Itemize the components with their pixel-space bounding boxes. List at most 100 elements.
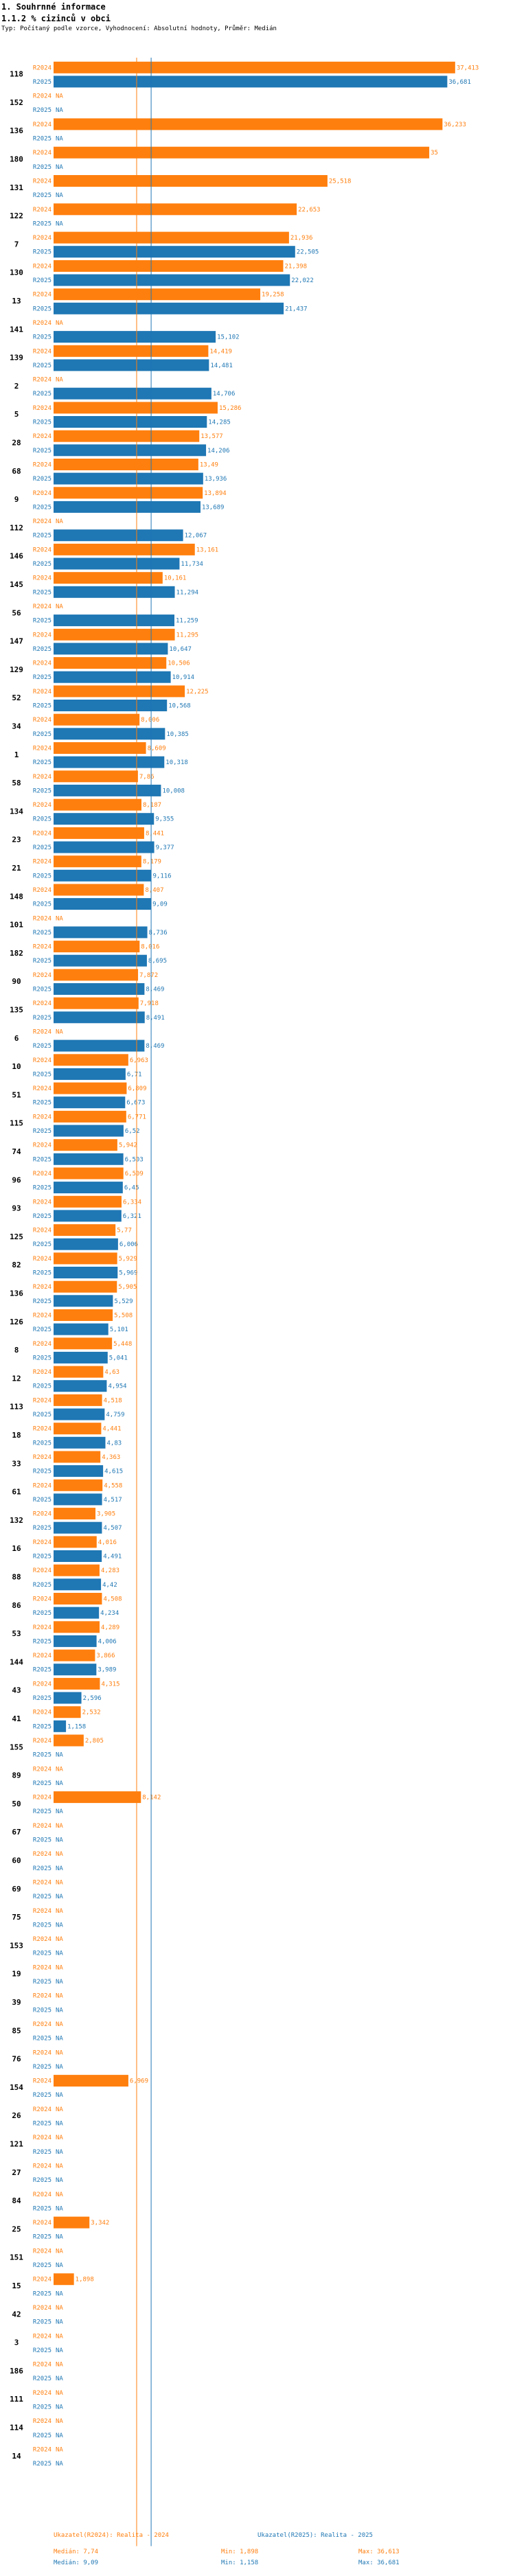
series-tag: R2025 — [33, 2092, 52, 2099]
bar — [54, 1493, 102, 1506]
bar-value-label: NA — [56, 2347, 63, 2354]
series-tag: R2024 — [33, 859, 52, 866]
section-title: 1. Souhrnné informace — [1, 2, 106, 12]
bar — [54, 1423, 102, 1435]
bar — [54, 331, 216, 343]
category-label: 89 — [12, 1771, 21, 1780]
category-label: 34 — [12, 722, 21, 731]
bar — [54, 586, 175, 598]
bar — [54, 572, 163, 584]
bar-value-label: 5,929 — [119, 1256, 137, 1263]
bar-value-label: 11,294 — [176, 589, 199, 596]
category-label: 7 — [14, 240, 19, 249]
series-tag: R2024 — [33, 802, 52, 809]
category-label: 6 — [14, 1034, 19, 1043]
bar-value-label: NA — [56, 2049, 63, 2056]
bar — [54, 1351, 108, 1364]
bar — [54, 359, 209, 371]
bar — [54, 529, 183, 542]
category-label: 180 — [10, 155, 23, 164]
series-tag: R2025 — [33, 1808, 52, 1815]
series-tag: R2025 — [33, 2404, 52, 2411]
category-label: 28 — [12, 439, 21, 448]
category-label: 147 — [10, 637, 23, 646]
bar-value-label: 5,969 — [119, 1270, 137, 1277]
bar — [54, 416, 207, 428]
bar — [54, 1110, 126, 1123]
bar — [54, 444, 207, 457]
bar-value-label: 4,441 — [102, 1426, 121, 1433]
bar-value-label: NA — [56, 1936, 63, 1943]
bar-value-label: NA — [56, 2163, 63, 2170]
series-tag: R2024 — [33, 972, 52, 979]
series-tag: R2024 — [33, 1964, 52, 1971]
bar-value-label: 21,437 — [285, 306, 308, 312]
bar-value-label: 5,529 — [114, 1298, 133, 1305]
bar — [54, 1664, 97, 1676]
bar — [54, 657, 167, 669]
series-tag: R2024 — [33, 2049, 52, 2056]
category-label: 182 — [10, 949, 23, 958]
bar — [54, 1706, 81, 1718]
series-tag: R2025 — [33, 220, 52, 227]
series-tag: R2024 — [33, 122, 52, 128]
category-label: 12 — [12, 1374, 21, 1383]
series-tag: R2025 — [33, 2205, 52, 2212]
series-tag: R2025 — [33, 476, 52, 483]
series-tag: R2025 — [33, 674, 52, 681]
bar-value-label: 9,09 — [152, 901, 168, 908]
bar-value-label: 8,491 — [146, 1015, 165, 1022]
bar-value-label: 12,225 — [186, 689, 209, 695]
category-label: 131 — [10, 183, 23, 192]
series-tag: R2024 — [33, 1341, 52, 1348]
series-tag: R2025 — [33, 589, 52, 596]
bar-value-label: NA — [56, 2234, 63, 2241]
series-tag: R2025 — [33, 1894, 52, 1900]
bar — [54, 1139, 117, 1151]
category-label: 96 — [12, 1175, 21, 1184]
series-tag: R2025 — [33, 1667, 52, 1674]
series-tag: R2025 — [33, 731, 52, 738]
series-tag: R2024 — [33, 1851, 52, 1858]
bar — [54, 1323, 108, 1335]
bar-value-label: NA — [56, 1837, 63, 1844]
category-label: 43 — [12, 1686, 21, 1695]
bar — [54, 1593, 102, 1605]
bar — [54, 1054, 128, 1066]
bar — [54, 1366, 104, 1378]
bar — [54, 1394, 102, 1406]
bar-value-label: NA — [56, 2362, 63, 2369]
bar — [54, 2273, 74, 2286]
bar-value-label: 8,609 — [148, 746, 166, 752]
series-tag: R2025 — [33, 1043, 52, 1050]
bar-value-label: 13,894 — [204, 490, 227, 497]
series-tag: R2025 — [33, 1440, 52, 1447]
series-tag: R2024 — [33, 1426, 52, 1433]
bar — [54, 742, 146, 754]
category-label: 42 — [12, 2310, 21, 2319]
bar — [54, 175, 328, 187]
bar-value-label: 13,577 — [201, 433, 223, 440]
bar-value-label: NA — [56, 2376, 63, 2382]
category-label: 136 — [10, 1289, 23, 1298]
bar-value-label: NA — [56, 2433, 63, 2439]
series-tag: R2025 — [33, 1326, 52, 1333]
series-tag: R2024 — [33, 320, 52, 327]
series-tag: R2024 — [33, 915, 52, 922]
series-tag: R2024 — [33, 2277, 52, 2284]
bar — [54, 1267, 118, 1278]
bar-value-label: 4,558 — [104, 1482, 122, 1489]
category-label: 41 — [12, 1714, 21, 1723]
series-tag: R2024 — [33, 462, 52, 469]
bar-value-label: NA — [56, 2262, 63, 2269]
series-tag: R2025 — [33, 958, 52, 965]
series-tag: R2025 — [33, 646, 52, 653]
bar-value-label: 8,469 — [146, 987, 164, 993]
bar — [54, 1720, 67, 1732]
category-label: 84 — [12, 2196, 21, 2205]
bar-value-label: NA — [56, 2461, 63, 2468]
series-tag: R2024 — [33, 433, 52, 440]
series-tag: R2024 — [33, 179, 52, 185]
bar — [54, 1635, 97, 1647]
